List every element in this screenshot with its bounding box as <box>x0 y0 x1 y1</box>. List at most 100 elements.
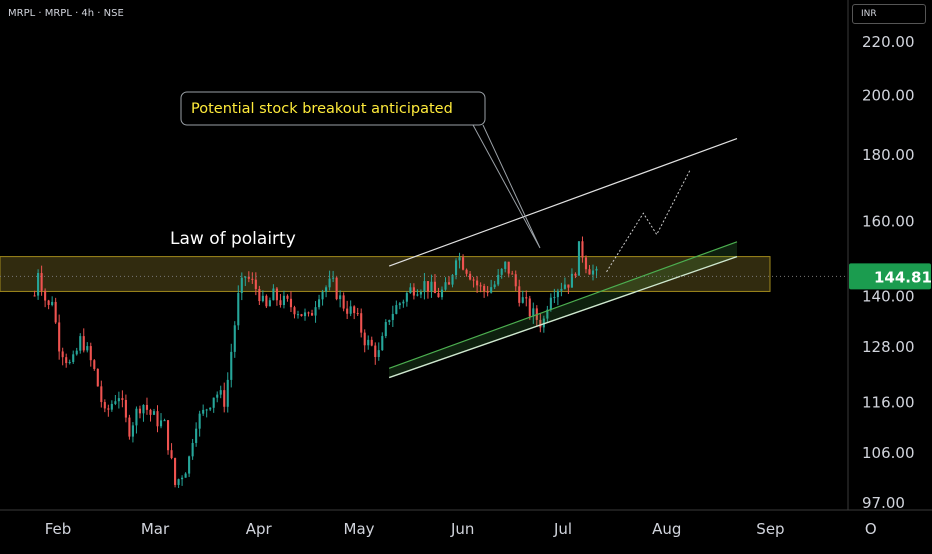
candle-body <box>476 280 479 286</box>
candle-body <box>251 278 254 280</box>
price-tick-label: 140.00 <box>862 287 915 305</box>
candle-body <box>68 361 71 364</box>
candle-body <box>230 351 233 380</box>
candle-body <box>539 319 542 328</box>
candle-body <box>367 339 370 346</box>
candle-body <box>556 290 559 298</box>
trend-lines <box>0 137 848 379</box>
candle-body <box>286 295 289 299</box>
candle-body <box>293 307 296 315</box>
candle-body <box>138 408 142 414</box>
candle-body <box>328 278 331 288</box>
candle-body <box>275 288 278 301</box>
candle-body <box>258 288 261 302</box>
candle-body <box>504 261 507 269</box>
candle-body <box>469 273 472 280</box>
price-tick-label: 200.00 <box>862 87 915 105</box>
candle-body <box>363 332 366 346</box>
candle-body <box>300 314 303 317</box>
candle-body <box>135 408 138 426</box>
price-tick-label: 97.00 <box>862 494 905 512</box>
polarity-zone <box>0 256 771 292</box>
candle-body <box>409 287 412 294</box>
candle-body <box>279 300 282 306</box>
candle-body <box>563 284 566 289</box>
candle-body <box>233 325 236 352</box>
candle-body <box>244 276 247 278</box>
candle-body <box>89 346 92 361</box>
candle-body <box>342 295 345 309</box>
candle-body <box>240 277 243 294</box>
candle-body <box>198 413 201 429</box>
axes: 220.00 200.00 180.00 160.00 140.00 128.00 116.… <box>0 0 932 538</box>
month-tick-label: Sep <box>756 520 784 538</box>
candle-body <box>145 404 149 410</box>
candle-body <box>265 295 268 307</box>
candle-body <box>451 275 454 285</box>
month-tick-label: Apr <box>246 520 273 538</box>
candle-body <box>521 297 524 303</box>
candle-body <box>303 312 307 317</box>
price-tick-label: 160.00 <box>862 212 915 230</box>
candle-body <box>149 409 152 415</box>
candle-body <box>433 281 437 294</box>
candle-body <box>152 411 156 415</box>
candle-body <box>483 285 486 292</box>
candle-body <box>96 368 99 387</box>
candle-body <box>205 409 208 411</box>
candle-body <box>454 260 458 276</box>
candle-body <box>395 305 398 314</box>
candle-body <box>174 458 177 485</box>
candle-body <box>121 398 124 400</box>
candle-body <box>128 417 131 437</box>
candle-body <box>51 301 54 305</box>
candle-body <box>79 336 82 351</box>
candle-body <box>61 351 64 358</box>
candle-body <box>289 298 293 308</box>
candle-body <box>356 313 359 315</box>
candle-body <box>360 313 363 333</box>
candle-body <box>479 285 482 287</box>
support-resistance-zone <box>0 256 771 292</box>
candle-body <box>37 273 40 296</box>
candle-body <box>377 350 380 357</box>
candle-body <box>212 397 215 408</box>
month-tick-label: Feb <box>45 520 72 538</box>
candle-body <box>307 312 310 314</box>
candle-body <box>549 297 552 310</box>
candle-body <box>553 297 556 299</box>
support-channel-fill <box>389 241 737 378</box>
candle-body <box>353 306 356 314</box>
candle-body <box>40 273 43 291</box>
candle-body <box>507 261 510 274</box>
candle-body <box>272 288 275 301</box>
currency-selector[interactable]: INR <box>852 4 926 24</box>
candle-body <box>472 279 475 281</box>
candle-body <box>86 346 89 351</box>
candle-body <box>430 281 433 292</box>
candle-body <box>58 322 61 352</box>
price-tick-label: 180.00 <box>862 146 915 164</box>
breakout-callout-box <box>180 91 486 126</box>
candle-body <box>72 354 75 362</box>
candle-body <box>514 274 517 287</box>
candle-body <box>156 411 159 427</box>
candle-body <box>511 273 514 275</box>
candle-body <box>542 318 545 328</box>
candle-body <box>567 284 570 288</box>
candle-body <box>103 402 106 409</box>
candle-body <box>170 450 173 459</box>
candle-body <box>191 442 194 457</box>
last-price-label: 144.81 <box>874 268 932 286</box>
candle-body <box>444 282 447 290</box>
candle-body <box>219 390 222 395</box>
candle-body <box>591 270 595 275</box>
candle-body <box>237 293 240 326</box>
candle-body <box>374 345 377 357</box>
callout-pointer <box>472 124 541 249</box>
month-tick-label: Mar <box>141 520 170 538</box>
candle-body <box>332 277 335 279</box>
price-tick-label: 106.00 <box>862 444 915 462</box>
